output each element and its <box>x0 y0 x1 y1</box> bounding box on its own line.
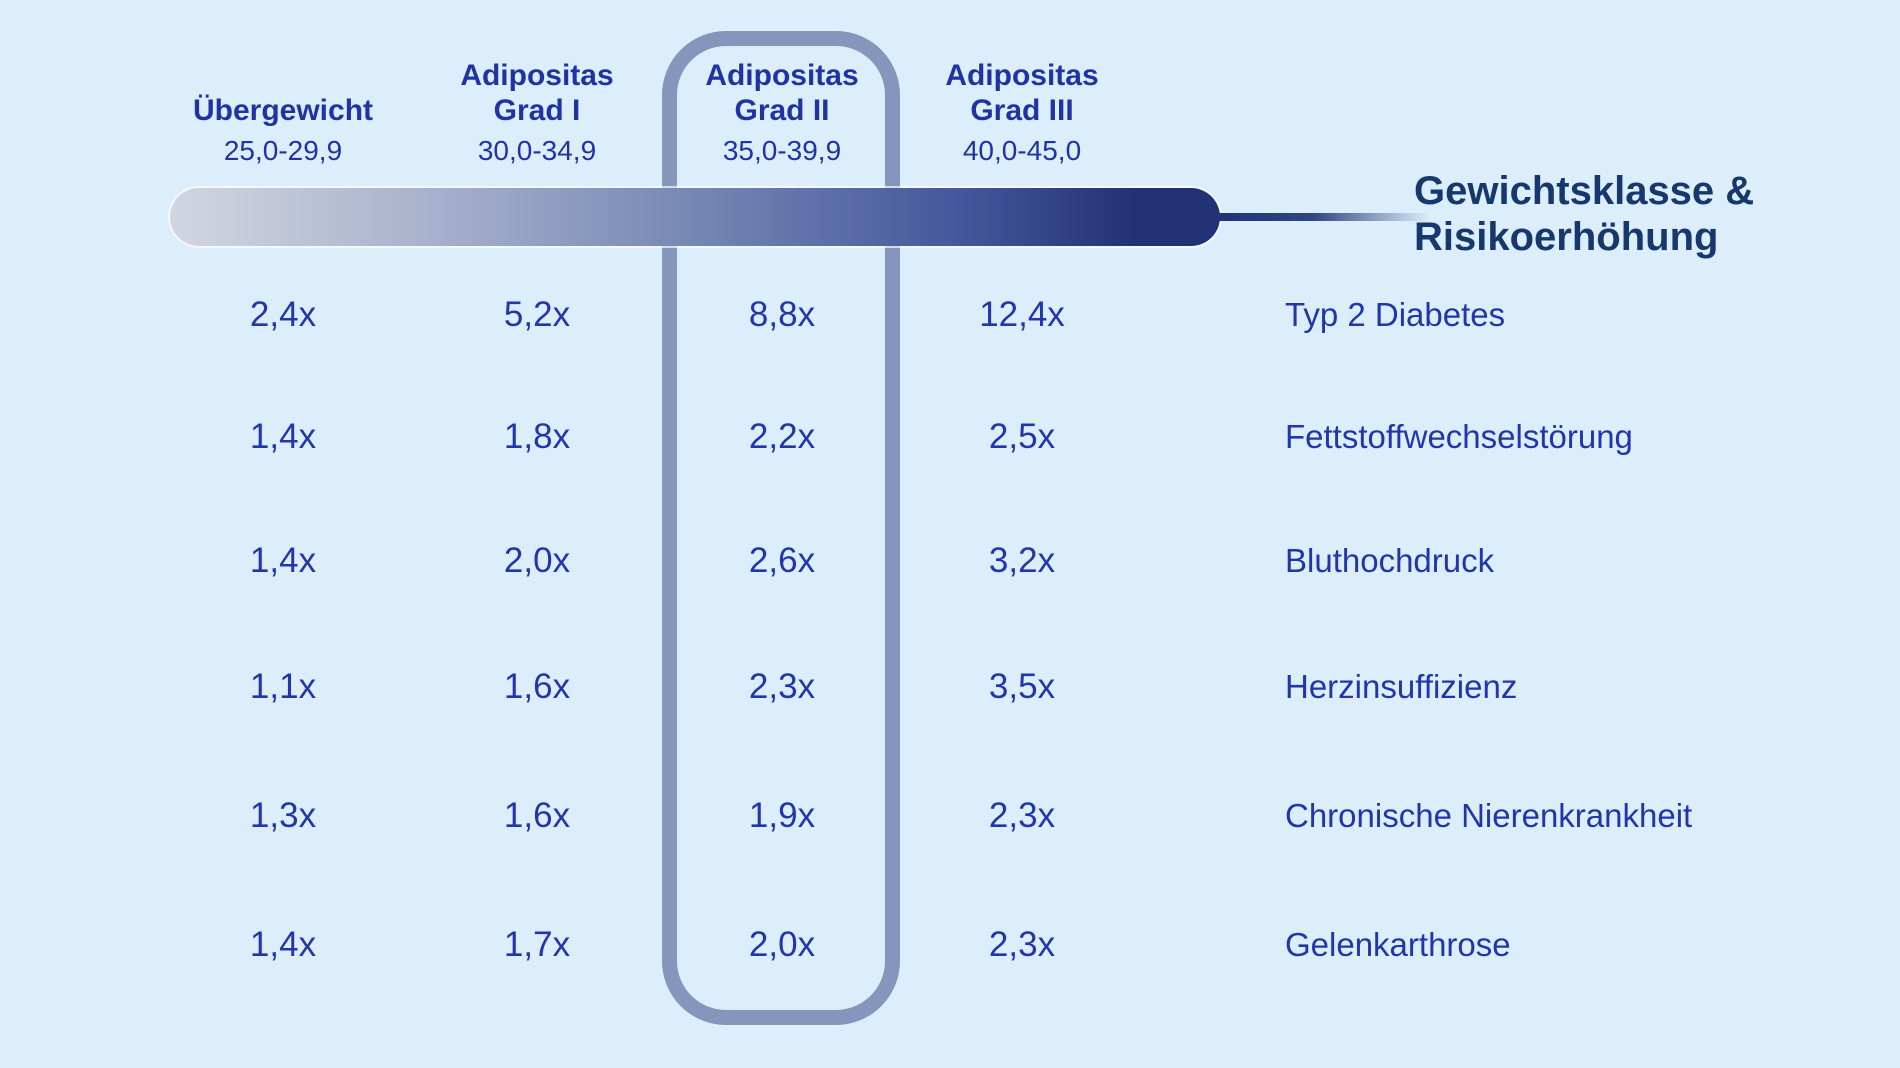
column-header-adipositas-grad-2: Adipositas Grad II 35,0-39,9 <box>652 52 912 166</box>
risk-value-cell: 2,3x <box>748 667 816 706</box>
bar-tail-line <box>1218 213 1430 221</box>
risk-value-cell: 2,3x <box>988 796 1056 835</box>
column-header-line1: Adipositas <box>945 59 1099 92</box>
table-row-gelenkarthrose: 1,4x 1,7x 2,0x 2,3x Gelenkarthrose <box>0 915 1900 975</box>
chart-title-line1: Gewichtsklasse & <box>1414 169 1755 213</box>
table-row-typ-2-diabetes: 2,4x 5,2x 8,8x 12,4x Typ 2 Diabetes <box>0 285 1900 345</box>
condition-label: Chronische Nierenkrankheit <box>1285 797 1693 834</box>
risk-value-cell: 5,2x <box>503 295 571 334</box>
column-header-bmi-range: 30,0-34,9 <box>477 135 597 166</box>
column-header-line2: Grad II <box>734 94 830 127</box>
risk-value-cell: 2,6x <box>748 541 816 580</box>
condition-label: Typ 2 Diabetes <box>1285 296 1506 333</box>
column-header-bmi-range: 40,0-45,0 <box>962 135 1082 166</box>
column-header-adipositas-grad-3: Adipositas Grad III 40,0-45,0 <box>892 52 1152 166</box>
risk-value-cell: 2,4x <box>249 295 317 334</box>
table-row-chronische-nierenkrankheit: 1,3x 1,6x 1,9x 2,3x Chronische Nierenkra… <box>0 786 1900 846</box>
column-header-line1: Adipositas <box>705 59 859 92</box>
risk-value-cell: 2,5x <box>988 417 1056 456</box>
chart-title-line2: Risikoerhöhung <box>1414 215 1719 259</box>
condition-label: Herzinsuffizienz <box>1285 668 1518 705</box>
column-header-uebergewicht: Übergewicht 25,0-29,9 <box>153 52 413 166</box>
risk-value-cell: 2,0x <box>503 541 571 580</box>
risk-value-cell: 2,3x <box>988 925 1056 964</box>
risk-value-cell: 1,6x <box>503 667 571 706</box>
condition-label: Gelenkarthrose <box>1285 926 1511 963</box>
risk-value-cell: 2,2x <box>748 417 816 456</box>
column-header-line1: Adipositas <box>460 59 614 92</box>
risk-value-cell: 1,4x <box>249 541 317 580</box>
table-row-bluthochdruck: 1,4x 2,0x 2,6x 3,2x Bluthochdruck <box>0 531 1900 591</box>
column-header-line2: Grad III <box>970 94 1074 127</box>
risk-value-cell: 1,7x <box>503 925 571 964</box>
column-header-line2: Grad I <box>493 94 581 127</box>
risk-value-cell: 1,8x <box>503 417 571 456</box>
risk-value-cell: 1,1x <box>249 667 317 706</box>
condition-label: Bluthochdruck <box>1285 542 1495 579</box>
risk-value-cell: 3,2x <box>988 541 1056 580</box>
column-header-line2: Übergewicht <box>192 94 374 127</box>
risk-value-cell: 1,4x <box>249 925 317 964</box>
grad2-column-highlight-frame <box>662 31 900 1025</box>
column-header-adipositas-grad-1: Adipositas Grad I 30,0-34,9 <box>407 52 667 166</box>
table-row-herzinsuffizienz: 1,1x 1,6x 2,3x 3,5x Herzinsuffizienz <box>0 657 1900 717</box>
column-header-bmi-range: 35,0-39,9 <box>722 135 842 166</box>
table-row-fettstoffwechselstoerung: 1,4x 1,8x 2,2x 2,5x Fettstoffwechselstör… <box>0 407 1900 467</box>
condition-label: Fettstoffwechselstörung <box>1285 418 1633 455</box>
risk-value-cell: 3,5x <box>988 667 1056 706</box>
bmi-gradient-bar <box>170 188 1220 246</box>
column-header-bmi-range: 25,0-29,9 <box>223 135 343 166</box>
risk-value-cell: 8,8x <box>748 295 816 334</box>
risk-value-cell: 12,4x <box>979 295 1065 334</box>
risk-value-cell: 1,3x <box>249 796 317 835</box>
risk-value-cell: 2,0x <box>748 925 816 964</box>
chart-title: Gewichtsklasse & Risikoerhöhung <box>1414 168 1754 260</box>
risk-value-cell: 1,9x <box>748 796 816 835</box>
risk-value-cell: 1,4x <box>249 417 317 456</box>
risk-value-cell: 1,6x <box>503 796 571 835</box>
